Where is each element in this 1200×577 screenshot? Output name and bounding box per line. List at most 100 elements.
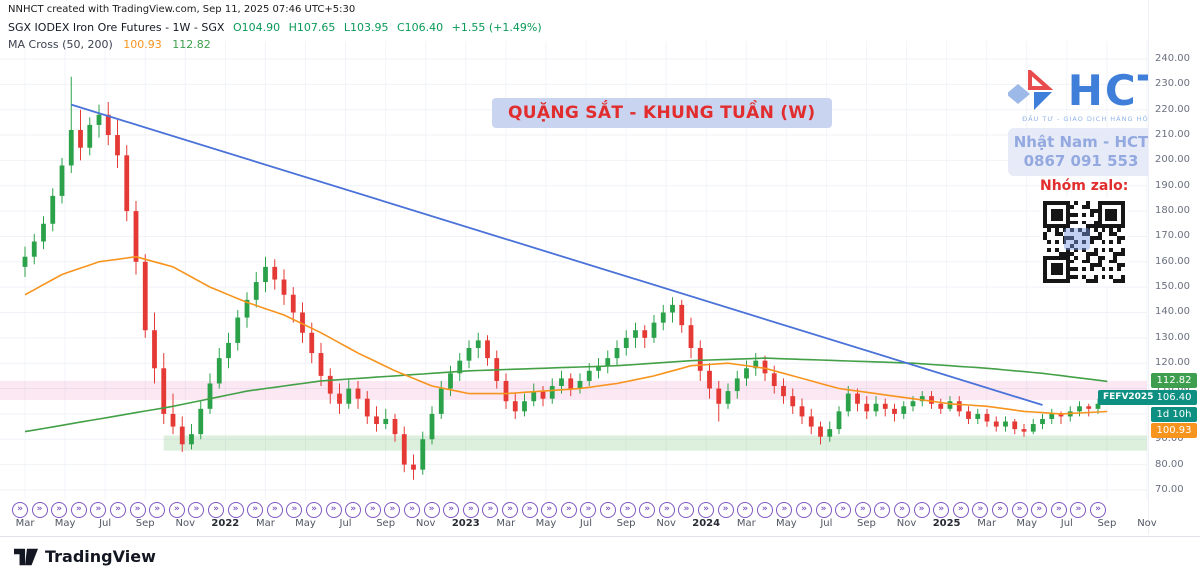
time-label-year: 2024 [692,518,721,529]
fast-forward-marker-icon[interactable]: » [168,502,185,518]
fast-forward-marker-icon[interactable]: » [952,502,969,518]
fast-forward-marker-icon[interactable]: » [286,502,303,518]
price-axis[interactable]: 240.00 230.00 220.00 210.00 200.00 190.00 180.… [1148,0,1200,535]
fast-forward-marker-icon[interactable]: » [756,502,773,518]
symbol-legend[interactable]: SGX IODEX Iron Ore Futures - 1W - SGX O1… [8,21,542,34]
candlestick-chart[interactable] [0,0,1200,535]
qr-module [1113,263,1118,268]
fast-forward-marker-icon[interactable]: » [678,502,695,518]
contact-name: Nhật Nam - HCT [1013,133,1149,151]
fast-forward-marker-icon[interactable]: » [502,502,518,518]
fast-forward-marker-icon[interactable]: » [51,502,68,518]
qr-module [1121,220,1125,225]
qr-module [1101,243,1106,248]
ma-cross-legend[interactable]: MA Cross (50, 200) 100.93 112.82 [8,38,211,51]
fast-forward-marker-icon[interactable]: » [70,502,87,518]
fast-forward-marker-icon[interactable]: » [423,502,440,518]
fast-forward-marker-icon[interactable]: » [796,502,812,518]
qr-module [1043,247,1047,252]
qr-module [1105,255,1110,260]
qr-module [1097,228,1102,233]
fast-forward-marker-icon[interactable]: » [815,502,832,518]
fast-forward-marker-icon[interactable]: » [913,502,930,518]
fast-forward-marker-icon[interactable]: » [384,502,401,518]
qr-module [1082,216,1086,221]
fast-forward-marker-icon[interactable]: » [992,502,1008,518]
fast-forward-marker-icon[interactable]: » [188,502,205,518]
qr-module [1117,212,1122,217]
qr-module [1113,204,1118,209]
fast-forward-marker-icon[interactable]: » [110,502,126,518]
price-tick: 110.00 [1155,382,1190,394]
fast-forward-marker-icon[interactable]: » [266,502,283,518]
fast-forward-marker-icon[interactable]: » [658,502,675,518]
qr-module [1054,259,1059,264]
fast-forward-marker-icon[interactable]: » [580,502,597,518]
fast-forward-marker-icon[interactable]: » [462,502,479,518]
fast-forward-marker-icon[interactable]: » [698,502,714,518]
qr-module [1093,259,1098,264]
fast-forward-marker-icon[interactable]: » [1090,502,1106,518]
fast-forward-marker-icon[interactable]: » [521,502,538,518]
time-label-year: 2023 [451,518,480,529]
qr-module [1066,279,1071,283]
qr-module [1082,247,1086,252]
qr-module [1050,228,1055,233]
time-axis[interactable]: Mar May Jul Sep Nov 2022 Mar May Jul Sep Nov 2023 Ma… [0,518,1157,532]
fast-forward-marker-icon[interactable]: » [443,502,460,518]
fast-forward-marker-icon[interactable]: » [149,502,166,518]
fast-forward-marker-icon[interactable]: » [208,502,224,518]
qr-module [1085,251,1090,256]
fast-forward-marker-icon[interactable]: » [345,502,362,518]
fast-forward-marker-icon[interactable]: » [227,502,244,518]
fast-forward-marker-icon[interactable]: » [306,502,322,518]
fast-forward-marker-icon[interactable]: » [972,502,989,518]
fast-forward-marker-icon[interactable]: » [933,502,950,518]
qr-module [1097,247,1102,252]
fast-forward-marker-icon[interactable]: » [1011,502,1028,518]
qr-module [1058,271,1063,276]
fast-forward-marker-icon[interactable]: » [1050,502,1067,518]
qr-module [1070,232,1075,237]
qr-module [1097,224,1102,229]
fast-forward-marker-icon[interactable]: » [776,502,793,518]
qr-module [1113,228,1118,233]
fast-forward-marker-icon[interactable]: » [1070,502,1087,518]
fast-forward-marker-icon[interactable]: » [1031,502,1048,518]
fast-forward-marker-icon[interactable]: » [325,502,342,518]
qr-module [1074,212,1079,217]
fast-forward-marker-icon[interactable]: » [894,502,910,518]
ma200-price-tag: 112.82 [1151,373,1197,389]
fast-forward-marker-icon[interactable]: » [404,502,420,518]
fast-forward-marker-icon[interactable]: » [31,502,48,518]
qr-module [1117,275,1122,280]
fast-forward-marker-icon[interactable]: » [717,502,734,518]
fast-forward-marker-icon[interactable]: » [737,502,754,518]
tradingview-logo[interactable]: TradingView [14,547,156,566]
qr-module [1058,243,1063,248]
fast-forward-marker-icon[interactable]: » [835,502,852,518]
fast-forward-marker-icon[interactable]: » [600,502,616,518]
hct-tagline: ĐẦU TƯ - GIAO DỊCH HÀNG HÓA [1022,115,1154,123]
qr-module [1050,263,1055,268]
fast-forward-marker-icon[interactable]: » [364,502,381,518]
qr-module [1078,220,1083,225]
qr-module [1046,275,1051,280]
fast-forward-marker-icon[interactable]: » [90,502,107,518]
fast-forward-marker-icon[interactable]: » [541,502,558,518]
fast-forward-marker-icon[interactable]: » [247,502,264,518]
fast-forward-marker-icon[interactable]: » [12,502,28,518]
fast-forward-marker-icon[interactable]: » [874,502,891,518]
fast-forward-marker-icon[interactable]: » [560,502,577,518]
fast-forward-marker-icon[interactable]: » [619,502,636,518]
qr-module [1082,267,1086,272]
fast-forward-marker-icon[interactable]: » [639,502,656,518]
fast-forward-marker-icon[interactable]: » [854,502,871,518]
fast-forward-marker-icon[interactable]: » [129,502,146,518]
time-label-month: Jul [820,518,833,529]
qr-module [1101,236,1106,241]
qr-module [1117,279,1122,283]
fast-forward-marker-icon[interactable]: » [482,502,499,518]
qr-module [1046,212,1051,217]
